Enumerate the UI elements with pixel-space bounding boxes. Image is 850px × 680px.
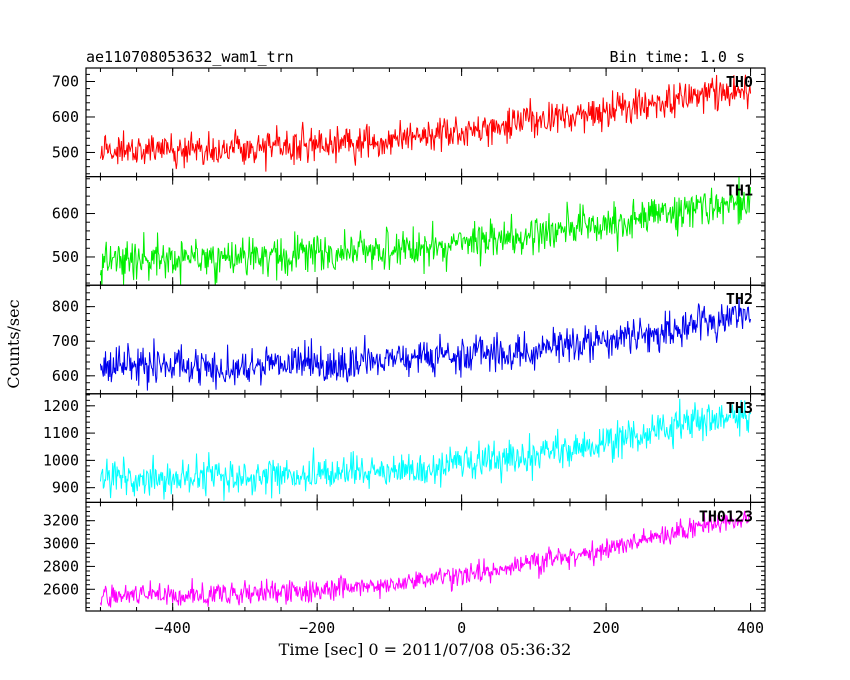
panel-frame: [85, 176, 766, 286]
series-line-th2: [99, 297, 752, 391]
y-tick-label: 600: [52, 205, 79, 223]
series-label-th2: TH2: [726, 290, 753, 308]
x-axis-label: Time [sec] 0 = 2011/07/08 05:36:32: [279, 640, 572, 659]
series-label-th0: TH0: [726, 73, 753, 91]
panel-frame: [85, 67, 766, 178]
y-tick-label: 2800: [43, 557, 79, 575]
y-tick-label: 700: [52, 72, 79, 90]
x-tick-label: −200: [299, 619, 335, 637]
panel-th3: 900 1000 1100 1200 TH3: [43, 393, 766, 503]
y-tick-label: 700: [52, 332, 79, 350]
series-label-th3: TH3: [726, 399, 753, 417]
y-tick-label: 800: [52, 298, 79, 316]
panel-frame: [85, 393, 766, 503]
y-tick-label: 3000: [43, 535, 79, 553]
x-tick-label: 0: [457, 619, 466, 637]
y-tick-label: 600: [52, 108, 79, 126]
y-tick-label: 2600: [43, 580, 79, 598]
series-line-th1: [99, 176, 752, 286]
y-axis-label: Counts/sec: [4, 299, 23, 388]
panel-th2: 600 700 800 TH2: [52, 284, 766, 395]
series-line-th0123: [99, 510, 752, 608]
bin-time-label: Bin time: 1.0 s: [610, 48, 745, 66]
y-tick-label: 500: [52, 143, 79, 161]
panel-th0: 500 600 700 TH0: [52, 67, 766, 178]
y-tick-label: 1000: [43, 451, 79, 469]
series-line-th0: [99, 74, 752, 172]
series-line-th3: [99, 398, 752, 501]
series-label-th1: TH1: [726, 182, 753, 200]
y-tick-label: 600: [52, 367, 79, 385]
y-tick-label: 500: [52, 248, 79, 266]
x-tick-label: 400: [737, 619, 764, 637]
panel-th0123: 2600 2800 3000 3200 TH0123: [43, 501, 766, 612]
panel-th1: 500 600 TH1: [52, 176, 766, 286]
y-tick-label: 3200: [43, 512, 79, 530]
y-tick-label: 1200: [43, 397, 79, 415]
series-label-th0123: TH0123: [699, 507, 753, 525]
y-tick-label: 900: [52, 479, 79, 497]
x-tick-label: −400: [155, 619, 191, 637]
x-tick-label: 200: [593, 619, 620, 637]
y-tick-label: 1100: [43, 424, 79, 442]
panel-frame: [85, 284, 766, 395]
chart-title: ae110708053632_wam1_trn: [86, 48, 294, 66]
panels-group: 500 600 700 TH0 500 600 TH1 600 700 800 TH2 900 1000…: [43, 67, 766, 637]
